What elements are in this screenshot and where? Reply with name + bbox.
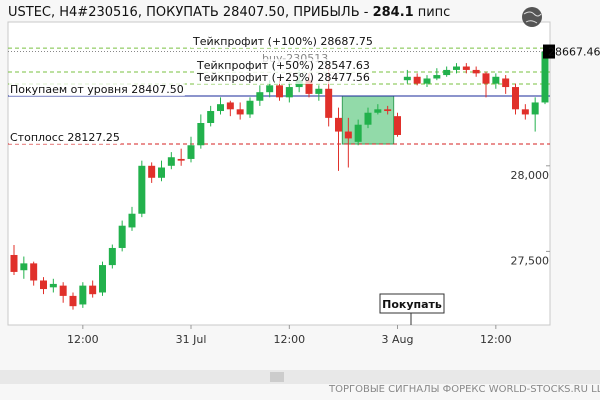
candle-body bbox=[20, 263, 28, 271]
globe[interactable] bbox=[522, 7, 542, 27]
y-tick-label: 27,500 bbox=[511, 254, 550, 267]
globe-icon[interactable] bbox=[522, 7, 542, 27]
candle-body bbox=[89, 285, 97, 295]
level-label-bg bbox=[195, 71, 371, 85]
level-label: Стоплосс 28127.25 bbox=[10, 131, 120, 144]
candle-body bbox=[40, 280, 47, 290]
level-label: Тейкпрофит (+50%) 28547.63 bbox=[196, 59, 370, 72]
last-price-box bbox=[543, 44, 555, 59]
level-label-bg bbox=[9, 131, 121, 145]
candle-body bbox=[394, 116, 401, 135]
candle-body bbox=[10, 254, 18, 272]
candle-body bbox=[512, 87, 519, 110]
candle-body bbox=[148, 165, 156, 178]
candle-body bbox=[226, 102, 234, 110]
level-label-bg bbox=[191, 35, 374, 49]
candle-body bbox=[99, 265, 106, 293]
globe-lines bbox=[523, 11, 542, 24]
footer: ТОРГОВЫЕ СИГНАЛЫ ФОРЕКС WORLD-STOCKS.RU … bbox=[328, 384, 600, 395]
candle-body bbox=[521, 109, 529, 115]
candle-body bbox=[354, 124, 362, 142]
candle-body bbox=[403, 76, 411, 81]
candle-body bbox=[423, 78, 431, 84]
candle-body bbox=[256, 92, 264, 101]
level-label-bg bbox=[9, 83, 185, 97]
candle-body bbox=[335, 117, 342, 132]
candle-body bbox=[128, 213, 136, 228]
level-label: Тейкпрофит (+25%) 28477.56 bbox=[196, 71, 370, 84]
buy-button-label[interactable]: Покупать bbox=[382, 298, 442, 311]
scroll-thumb[interactable] bbox=[270, 372, 284, 382]
candle-body bbox=[246, 100, 254, 115]
candle-body bbox=[118, 225, 126, 248]
level-label: Покупаем от уровня 28407.50 bbox=[10, 83, 184, 96]
candle-body bbox=[276, 85, 283, 98]
candle-body bbox=[492, 76, 500, 84]
candle-body bbox=[285, 87, 293, 98]
scrollbar[interactable] bbox=[0, 370, 600, 384]
buy-button[interactable] bbox=[379, 293, 445, 314]
candle-body bbox=[236, 109, 244, 115]
last-price-label: 28667.46 bbox=[548, 46, 600, 59]
candle-body bbox=[79, 285, 87, 305]
candle-body bbox=[315, 88, 323, 94]
candle-body bbox=[266, 85, 274, 93]
chart-title: USTEC, H4#230516, ПОКУПАТЬ 28407.50, ПРИ… bbox=[8, 5, 450, 20]
candle-body bbox=[108, 247, 116, 266]
candle-body bbox=[541, 51, 549, 103]
candle-body bbox=[502, 78, 510, 88]
candle-body bbox=[374, 109, 382, 113]
candle-body bbox=[49, 283, 57, 288]
candle-body bbox=[217, 104, 224, 112]
candle-body bbox=[443, 69, 451, 76]
x-tick-label: 3 Aug bbox=[382, 333, 414, 346]
candle-body bbox=[482, 73, 490, 84]
candle-body bbox=[433, 75, 441, 79]
candle-body bbox=[158, 167, 165, 178]
candle-body bbox=[177, 158, 185, 161]
candle-body bbox=[167, 157, 175, 166]
candle-body bbox=[462, 66, 470, 70]
candle-body bbox=[59, 285, 67, 296]
profit: 284.1 bbox=[373, 5, 414, 20]
candle-body bbox=[453, 66, 460, 70]
candle-body bbox=[531, 102, 539, 115]
candle-body bbox=[138, 165, 146, 214]
candle-body bbox=[30, 263, 38, 281]
level-label: Тейкпрофит (+100%) 28687.75 bbox=[192, 35, 373, 48]
candle-body bbox=[305, 80, 313, 94]
candle-body bbox=[69, 295, 77, 307]
x-tick-label: 12:00 bbox=[67, 333, 99, 346]
candle-body bbox=[472, 69, 480, 74]
title-text: USTEC, H4#230516, ПОКУПАТЬ 28407.50, ПРИ… bbox=[8, 5, 373, 20]
candle-body bbox=[413, 76, 421, 84]
candle-body bbox=[344, 131, 352, 139]
candle-body bbox=[325, 88, 333, 118]
candle-body bbox=[187, 145, 195, 159]
x-tick-label: 12:00 bbox=[273, 333, 305, 346]
y-tick-label: 28,000 bbox=[511, 169, 550, 182]
profit-unit: пипс bbox=[418, 5, 451, 20]
level-label-bg bbox=[195, 59, 371, 73]
candle-body bbox=[384, 109, 392, 112]
x-tick-label: 31 Jul bbox=[176, 333, 207, 346]
candle-body bbox=[197, 123, 205, 146]
candle-body bbox=[207, 111, 215, 123]
candle-body bbox=[364, 112, 372, 125]
x-tick-label: 12:00 bbox=[480, 333, 512, 346]
